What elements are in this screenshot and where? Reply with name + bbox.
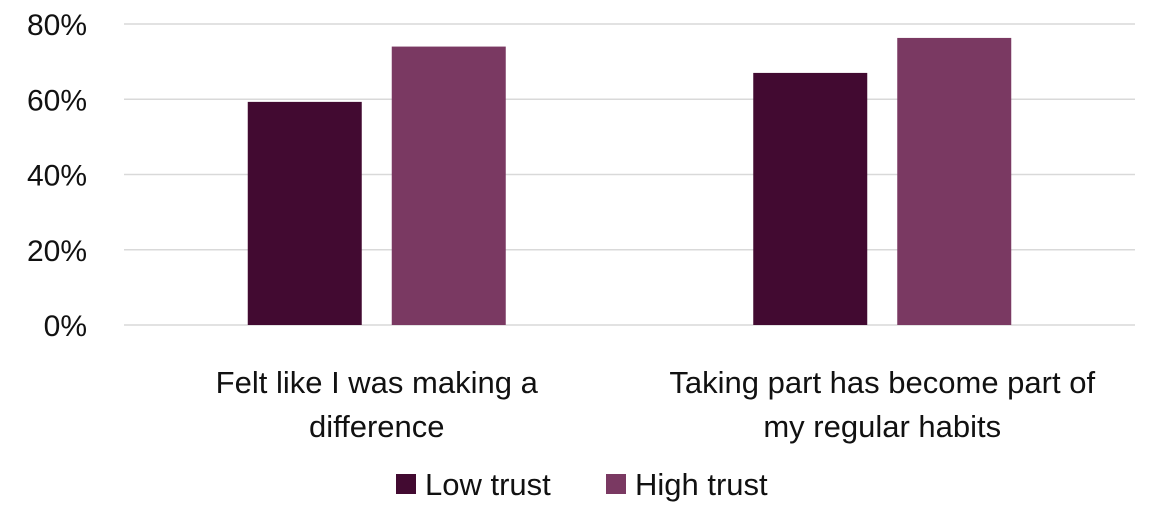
legend: Low trust High trust: [396, 467, 768, 502]
bar-high-trust-cat2: [897, 37, 1012, 325]
y-tick-label: 20%: [27, 235, 87, 268]
y-tick-label: 40%: [27, 160, 87, 193]
y-tick-label: 0%: [44, 310, 87, 343]
bar-low-trust-cat2: [753, 72, 868, 325]
bars: [247, 37, 1012, 325]
legend-swatch-high-trust: [606, 474, 626, 494]
x-category-label: difference: [309, 409, 445, 444]
x-axis-category-labels: Felt like I was making a difference Taking…: [216, 365, 1096, 444]
y-tick-label: 80%: [27, 9, 87, 42]
bar-high-trust-cat1: [391, 46, 506, 325]
y-tick-label: 60%: [27, 84, 87, 117]
x-category-label: Felt like I was making a: [216, 365, 539, 400]
legend-label-high-trust: High trust: [635, 467, 768, 502]
legend-swatch-low-trust: [396, 474, 416, 494]
x-category-label: my regular habits: [763, 409, 1001, 444]
legend-label-low-trust: Low trust: [425, 467, 551, 502]
x-category-label: Taking part has become part of: [669, 365, 1095, 400]
y-axis-tick-labels: 0% 20% 40% 60% 80%: [27, 9, 87, 343]
bar-low-trust-cat1: [247, 101, 362, 325]
